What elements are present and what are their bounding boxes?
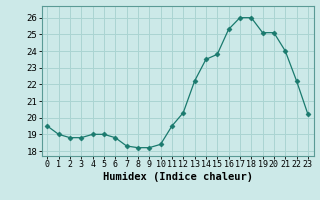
X-axis label: Humidex (Indice chaleur): Humidex (Indice chaleur) [103,172,252,182]
